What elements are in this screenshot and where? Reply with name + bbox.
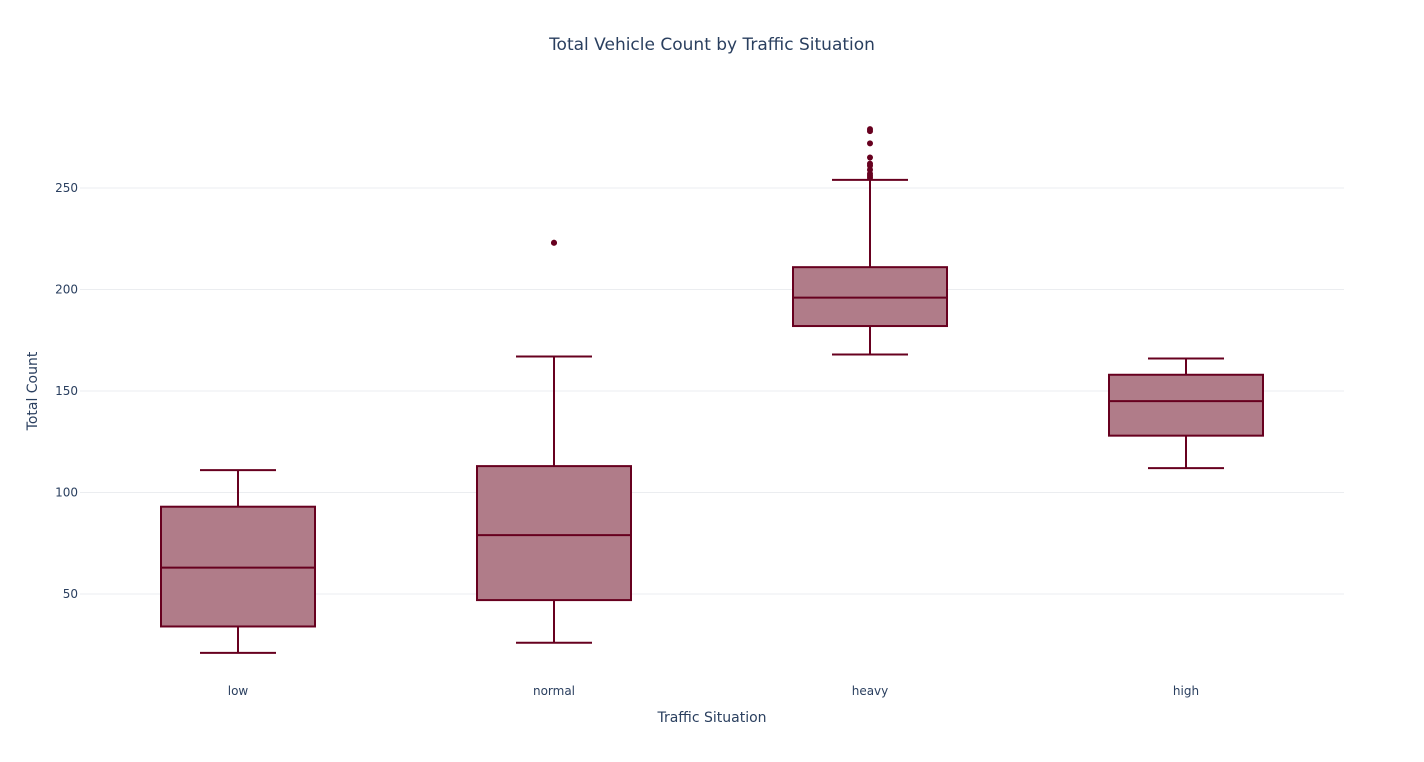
plot-area [160, 126, 1264, 654]
iqr-box-normal [476, 465, 632, 602]
iqr-box-low [160, 505, 316, 628]
chart-title: Total Vehicle Count by Traffic Situation [548, 35, 875, 55]
x-axis-title: Traffic Situation [656, 710, 766, 726]
x-tick-label-low: low [228, 684, 249, 698]
box-low [160, 469, 316, 654]
outlier-point-heavy-6 [867, 154, 873, 161]
outlier-point-heavy-5 [867, 160, 873, 167]
x-tick-label-high: high [1173, 684, 1199, 698]
y-tick-label-250: 250 [55, 181, 78, 195]
outlier-point-heavy-7 [867, 140, 873, 147]
iqr-box-high [1108, 373, 1264, 437]
x-tick-label-heavy: heavy [852, 684, 889, 698]
y-tick-label-200: 200 [55, 283, 78, 297]
y-tick-label-50: 50 [63, 587, 78, 601]
x-tick-label-normal: normal [533, 684, 575, 698]
outlier-point-normal-1 [551, 239, 557, 246]
x-axis-ticks: low normal heavy high [228, 684, 1199, 698]
gridlines [80, 187, 1344, 595]
box-high [1108, 357, 1264, 470]
box-heavy [792, 126, 948, 356]
y-axis-ticks: 50 100 150 200 250 [55, 181, 78, 601]
y-axis-title: Total Count [25, 351, 41, 431]
box-normal [476, 239, 632, 644]
iqr-box-heavy [792, 266, 948, 328]
outlier-point-heavy-9 [867, 126, 873, 133]
y-tick-label-150: 150 [55, 384, 78, 398]
y-tick-label-100: 100 [55, 486, 78, 500]
